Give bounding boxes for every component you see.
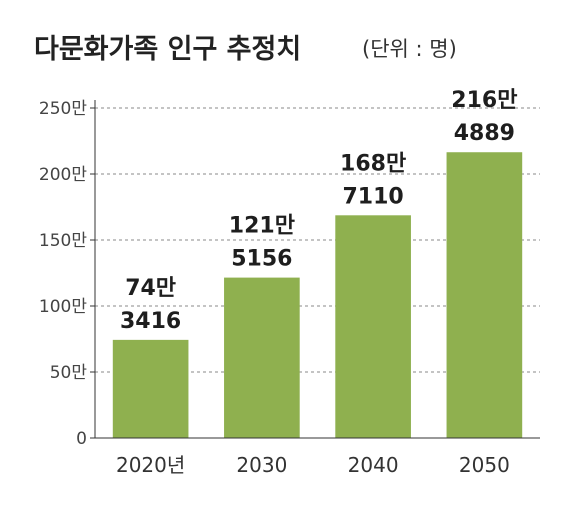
data-label: 121만: [229, 214, 295, 239]
bar: [335, 215, 411, 438]
y-tick-label: 250만: [39, 99, 87, 119]
y-tick-label: 150만: [39, 231, 87, 251]
bar: [446, 152, 523, 438]
y-tick-label: 0: [76, 429, 87, 449]
bar: [224, 277, 300, 438]
data-label: 216만: [451, 88, 517, 113]
y-tick-label: 200만: [39, 165, 87, 185]
data-label: 5156: [231, 247, 292, 272]
x-tick-label: 2050: [459, 453, 510, 477]
data-label: 74만: [125, 276, 176, 301]
bar: [112, 339, 189, 438]
chart-title: 다문화가족 인구 추정치: [34, 34, 301, 65]
value-labels: 74만 3416 121만 5156 168만 7110 216만 4889: [120, 88, 517, 334]
x-tick-label: 2030: [236, 453, 287, 477]
x-tick-label: 2040: [348, 453, 399, 477]
x-axis-ticks: 2020년 2030 2040 2050: [116, 453, 510, 477]
data-label: 3416: [120, 309, 181, 334]
data-label: 7110: [343, 184, 404, 209]
data-label: 4889: [454, 121, 515, 146]
y-axis-ticks: 0 50만 100만 150만 200만 250만: [39, 99, 95, 449]
unit-note: (단위 : 명): [362, 37, 457, 61]
bars: [112, 152, 523, 438]
y-tick-label: 100만: [39, 297, 87, 317]
x-tick-label: 2020년: [116, 453, 185, 477]
y-tick-label: 50만: [50, 363, 88, 383]
data-label: 168만: [340, 151, 406, 176]
